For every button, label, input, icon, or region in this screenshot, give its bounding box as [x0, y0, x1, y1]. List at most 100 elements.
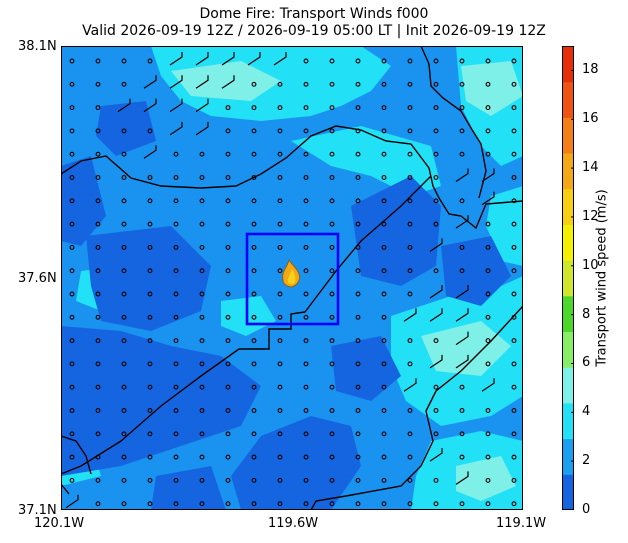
calm-wind-marker [121, 501, 127, 507]
calm-wind-marker [69, 81, 75, 87]
calm-wind-marker [511, 175, 517, 180]
calm-wind-marker [147, 58, 153, 64]
calm-wind-marker [303, 221, 309, 227]
calm-wind-marker [407, 198, 413, 204]
calm-wind-marker [459, 408, 465, 413]
calm-wind-marker [433, 175, 439, 180]
calm-wind-marker [277, 151, 283, 157]
calm-wind-marker [381, 244, 387, 250]
calm-wind-marker [381, 128, 387, 134]
calm-wind-marker [277, 244, 283, 250]
calm-wind-marker [277, 81, 283, 87]
calm-wind-marker [303, 175, 309, 180]
calm-wind-marker [355, 244, 361, 250]
colorbar-tick-label: 6 [582, 355, 591, 371]
calm-wind-marker [329, 128, 335, 134]
calm-wind-marker [251, 454, 257, 460]
calm-wind-marker [303, 151, 309, 157]
calm-wind-marker [199, 501, 205, 507]
calm-wind-marker [225, 477, 231, 483]
calm-wind-marker [95, 268, 101, 274]
calm-wind-marker [95, 431, 101, 437]
calm-wind-marker [277, 291, 283, 297]
calm-wind-marker [69, 338, 75, 344]
calm-wind-marker [329, 244, 335, 250]
calm-wind-marker [433, 198, 439, 204]
calm-wind-marker [147, 268, 153, 274]
calm-wind-marker [407, 408, 413, 413]
calm-wind-marker [511, 151, 517, 157]
calm-wind-marker [355, 268, 361, 274]
wind-barb [117, 98, 131, 113]
calm-wind-marker [459, 268, 465, 274]
calm-wind-marker [95, 477, 101, 483]
colorbar-tick-label: 8 [582, 306, 591, 322]
wind-barb [273, 52, 287, 66]
calm-wind-marker [251, 105, 257, 111]
calm-wind-marker [147, 198, 153, 204]
calm-wind-marker [121, 58, 127, 64]
calm-wind-marker [251, 81, 257, 87]
calm-wind-marker [225, 244, 231, 250]
wind-barb [429, 238, 443, 252]
calm-wind-marker [303, 291, 309, 297]
colorbar-segment [562, 46, 574, 83]
calm-wind-marker [121, 198, 127, 204]
calm-wind-marker [381, 431, 387, 437]
calm-wind-marker [251, 431, 257, 437]
calm-wind-marker [95, 151, 101, 157]
calm-wind-marker [69, 408, 75, 413]
wind-barb [221, 52, 235, 66]
calm-wind-marker [433, 221, 439, 227]
calm-wind-marker [277, 501, 283, 507]
calm-wind-marker [485, 314, 491, 320]
wind-barb [195, 121, 209, 136]
wind-barb [481, 191, 495, 206]
calm-wind-marker [329, 58, 335, 64]
calm-wind-marker [459, 81, 465, 87]
calm-wind-marker [329, 268, 335, 274]
fire-icon [282, 259, 300, 288]
calm-wind-marker [303, 501, 309, 507]
calm-wind-marker [95, 81, 101, 87]
calm-wind-marker [433, 81, 439, 87]
higher-wind-areas [171, 61, 523, 501]
calm-wind-marker [303, 244, 309, 250]
colorbar-tick-label: 4 [582, 404, 591, 420]
calm-wind-marker [381, 291, 387, 297]
y-tick-label-bottom: 37.1N [18, 503, 57, 518]
wind-barb [455, 168, 469, 182]
calm-wind-marker [303, 338, 309, 344]
calm-wind-marker [381, 175, 387, 180]
calm-wind-marker [251, 175, 257, 180]
wind-barb [65, 494, 79, 509]
calm-wind-marker [225, 361, 231, 367]
calm-wind-marker [69, 105, 75, 111]
colorbar-segment [562, 260, 574, 297]
calm-wind-marker [95, 58, 101, 64]
calm-wind-marker [199, 408, 205, 413]
calm-wind-marker [329, 384, 335, 390]
calm-wind-marker [121, 477, 127, 483]
calm-wind-marker [95, 314, 101, 320]
calm-wind-marker [459, 151, 465, 157]
calm-wind-marker [485, 151, 491, 157]
calm-wind-marker [459, 105, 465, 111]
calm-wind-marker [277, 454, 283, 460]
calm-wind-marker [459, 501, 465, 507]
calm-wind-marker [303, 58, 309, 64]
calm-wind-marker [433, 408, 439, 413]
calm-wind-marker [485, 128, 491, 134]
colorbar-segment [562, 367, 574, 404]
calm-wind-marker [511, 291, 517, 297]
calm-wind-marker [225, 268, 231, 274]
calm-wind-marker [69, 314, 75, 320]
calm-wind-marker [277, 314, 283, 320]
calm-wind-marker [173, 361, 179, 367]
wind-barb [143, 98, 157, 113]
calm-wind-marker [433, 477, 439, 483]
calm-wind-marker [147, 221, 153, 227]
calm-wind-marker [485, 81, 491, 87]
calm-wind-marker [95, 501, 101, 507]
calm-wind-marker [95, 384, 101, 390]
